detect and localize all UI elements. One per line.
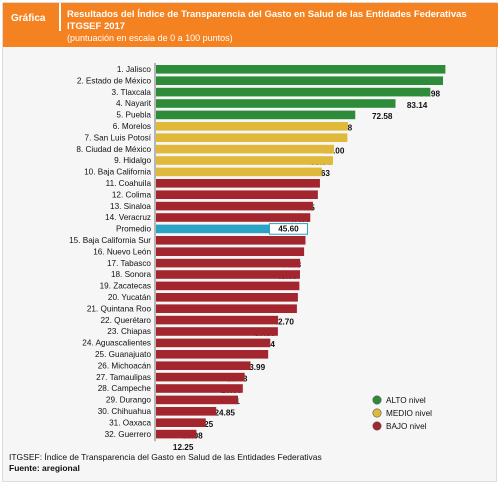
category-label: 20. Yucatán xyxy=(108,293,152,302)
legend-label-medio: MEDIO nivel xyxy=(386,409,432,418)
chart-header: Gráfica Resultados del Índice de Transpa… xyxy=(3,3,498,47)
bar-bajo xyxy=(156,338,271,348)
category-label: 8. Ciudad de México xyxy=(76,145,151,154)
category-label: 16. Nuevo León xyxy=(93,247,151,256)
value-label: 83.14 xyxy=(407,101,428,110)
bar-bajo xyxy=(156,361,251,370)
category-label: Promedio xyxy=(116,225,151,234)
value-label: 58.00 xyxy=(324,146,345,155)
legend-marker-alto xyxy=(372,395,382,405)
category-label: 21. Quintana Roo xyxy=(87,304,152,313)
chart-footer: ITGSEF: Índice de Transparencia del Gast… xyxy=(9,452,322,474)
chart-title-year: ITGSEF 2017 xyxy=(67,21,126,32)
bar-medio xyxy=(156,133,348,142)
value-label: 24.85 xyxy=(215,409,236,418)
value-label: 12.25 xyxy=(173,443,194,450)
legend-marker-medio xyxy=(372,408,382,418)
source-note: Fuente: aregional xyxy=(9,463,80,473)
category-label: 24. Aguascalientes xyxy=(82,339,151,348)
bar-bajo xyxy=(156,418,206,427)
legend-marker-bajo xyxy=(372,421,382,431)
bar-bajo xyxy=(156,247,305,256)
bar-medio xyxy=(156,156,333,165)
category-label: 26. Michoacán xyxy=(98,361,152,370)
bar-bajo xyxy=(156,407,217,416)
bar-bajo xyxy=(156,372,245,382)
bar-bajo xyxy=(156,350,269,359)
bar-bajo xyxy=(156,315,279,325)
legend-label-alto: ALTO nivel xyxy=(386,396,426,405)
bar-bajo xyxy=(156,270,300,279)
bar-medio xyxy=(156,144,335,154)
bar-bajo xyxy=(156,190,318,199)
category-label: 31. Oaxaca xyxy=(109,418,151,427)
chart-title: Resultados del Índice de Transparencia d… xyxy=(67,9,467,20)
category-label: 22. Querétaro xyxy=(100,316,151,325)
category-label: 12. Colima xyxy=(112,190,152,199)
bar-medio xyxy=(156,167,322,177)
category-label: 14. Veracruz xyxy=(105,213,151,222)
category-label: 6. Morelos xyxy=(113,122,151,131)
bar-alto xyxy=(156,65,446,74)
bar-bajo xyxy=(156,281,300,291)
category-label: 3. Tlaxcala xyxy=(112,88,152,97)
bar-bajo xyxy=(156,236,306,245)
category-label: 30. Chihuahua xyxy=(98,407,152,416)
category-label: 17. Tabasco xyxy=(107,259,151,268)
bar-bajo xyxy=(156,213,311,222)
category-label: 29. Durango xyxy=(106,396,152,405)
category-label: 18. Sonora xyxy=(111,270,152,279)
bar-bajo xyxy=(156,395,239,405)
category-label: 23. Chiapas xyxy=(107,327,151,336)
category-label: 11. Coahuila xyxy=(106,179,152,188)
bar-alto xyxy=(156,110,356,120)
category-label: 32. Guerrero xyxy=(105,430,152,439)
category-label: 25. Guanajuato xyxy=(95,350,151,359)
legend-label-bajo: BAJO nivel xyxy=(386,422,427,431)
footnote: ITGSEF: Índice de Transparencia del Gast… xyxy=(9,452,322,462)
bar-alto xyxy=(156,87,431,97)
value-label: 72.58 xyxy=(372,112,393,121)
category-label: 9. Hidalgo xyxy=(114,156,151,165)
bar-bajo xyxy=(156,179,320,188)
value-label: 42.70 xyxy=(273,317,294,326)
category-label: 13. Sinaloa xyxy=(110,202,151,211)
category-label: 19. Zacatecas xyxy=(100,282,151,291)
bar-bajo xyxy=(156,201,313,211)
bar-bajo xyxy=(156,304,297,313)
bar-bajo xyxy=(156,327,278,336)
chart-subtitle: (puntuación en escala de 0 a 100 puntos) xyxy=(67,33,233,43)
bar-chart: 1. Jalisco87.692. Estado de México86.983… xyxy=(69,63,446,450)
bar-bajo xyxy=(156,429,197,439)
category-label: 4. Nayarit xyxy=(116,99,152,108)
bar-medio xyxy=(156,122,348,131)
category-label: 1. Jalisco xyxy=(117,65,152,74)
bar-alto xyxy=(156,76,444,85)
bar-alto xyxy=(156,99,396,108)
category-label: 2. Estado de México xyxy=(77,76,152,85)
category-label: 10. Baja California xyxy=(84,168,151,177)
category-label: 15. Baja California Sur xyxy=(69,236,151,245)
category-label: 27. Tamaulipas xyxy=(96,373,151,382)
bar-promedio xyxy=(156,224,307,234)
average-value-label: 45.60 xyxy=(278,225,299,234)
category-label: 28. Campeche xyxy=(98,384,152,393)
bar-bajo xyxy=(156,258,301,268)
average-value-box xyxy=(268,223,308,235)
value-label: 33.99 xyxy=(245,363,266,372)
figure-tag: Gráfica xyxy=(3,3,61,31)
bar-bajo xyxy=(156,384,243,393)
category-label: 7. San Luis Potosí xyxy=(85,133,152,142)
bar-bajo xyxy=(156,293,298,302)
category-label: 5. Puebla xyxy=(116,111,151,120)
